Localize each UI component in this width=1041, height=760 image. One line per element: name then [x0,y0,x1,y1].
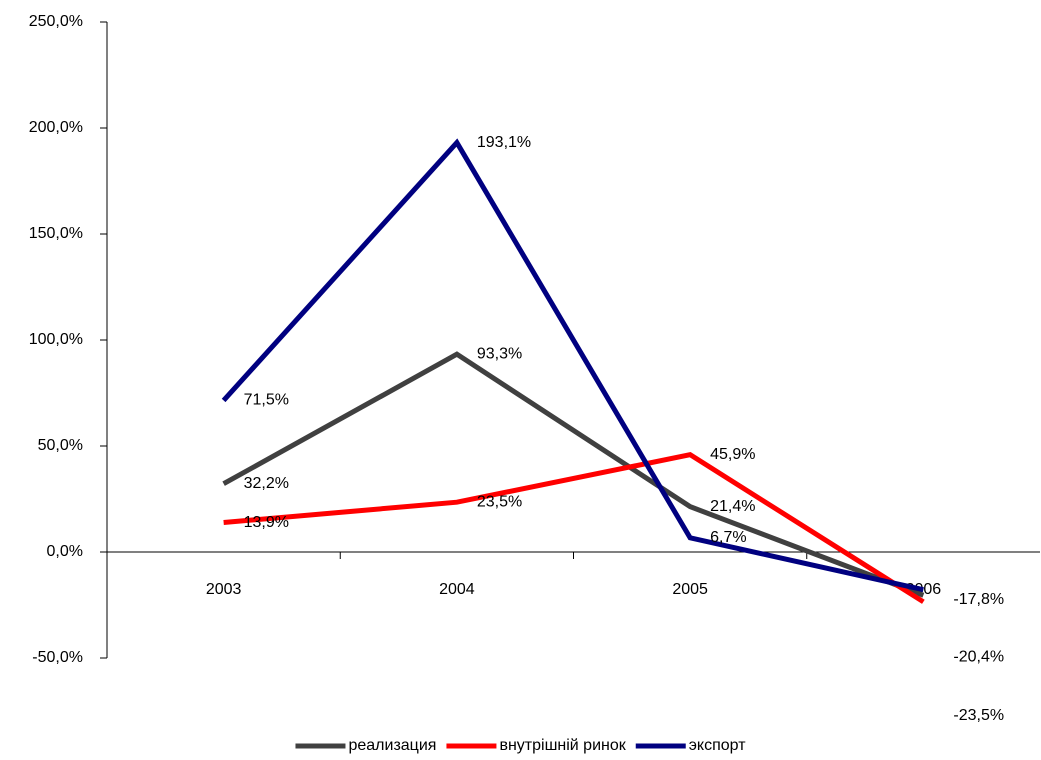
x-tick-label: 2005 [672,581,708,598]
y-tick-label: 50,0% [38,437,83,454]
y-tick-label: 0,0% [47,543,83,560]
data-label: -23,5% [953,707,1004,724]
y-tick-label: -50,0% [32,649,83,666]
legend-label: экспорт [689,737,746,754]
data-label: 13,9% [244,514,289,531]
x-tick-label: 2003 [206,581,242,598]
y-tick-label: 150,0% [29,225,83,242]
x-tick-label: 2004 [439,581,475,598]
legend: реализация внутрішній ринок экспорт [295,737,746,754]
series-line [221,138,924,593]
data-label: -17,8% [953,591,1004,608]
data-label: 71,5% [244,392,289,409]
data-label: -20,4% [953,648,1004,665]
y-tick-label: 100,0% [29,331,83,348]
series-line [222,351,925,598]
data-label: 21,4% [710,498,755,515]
data-label: 45,9% [710,446,755,463]
data-label: 6,7% [710,529,746,546]
y-tick-label: 250,0% [29,13,83,30]
data-label: 93,3% [477,345,522,362]
data-label: 23,5% [477,493,522,510]
legend-label: внутрішній ринок [499,737,626,754]
data-label: 32,2% [244,475,289,492]
series-line [223,452,925,604]
data-label: 193,1% [477,134,531,151]
y-tick-label: 200,0% [29,119,83,136]
legend-label: реализация [348,737,436,754]
